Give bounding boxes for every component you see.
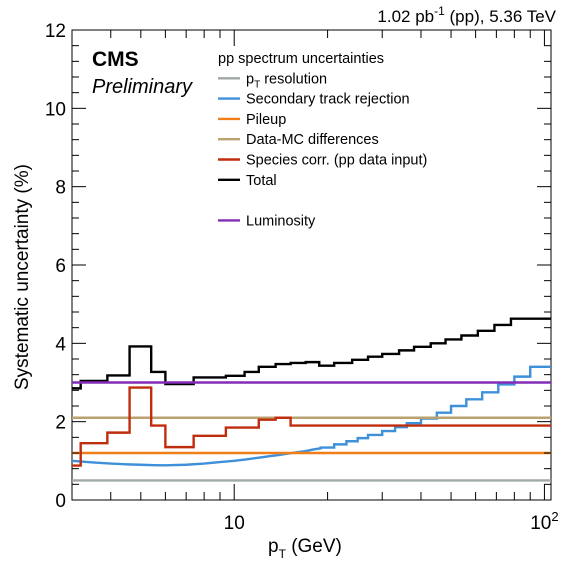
series-layer	[71, 317, 551, 482]
legend-label: Luminosity	[246, 213, 316, 229]
legend-label-rest: resolution	[260, 71, 327, 87]
x-axis-title-base: p	[268, 536, 279, 557]
legend-label: Data-MC differences	[246, 132, 379, 148]
y-tick-label: 10	[45, 99, 66, 120]
x-axis-title-rest: (GeV)	[286, 536, 342, 557]
series-line-species-corr-pp-data-input	[72, 386, 551, 467]
legend-label: Secondary track rejection	[246, 92, 410, 108]
legend-label-subscript: T	[254, 79, 260, 90]
x-tick-label-base: 10	[530, 513, 551, 534]
y-tick-label: 6	[55, 256, 66, 277]
lumi-value: 1.02 pb	[377, 7, 434, 26]
y-tick-label: 8	[55, 178, 66, 199]
y-tick-label: 12	[45, 21, 66, 42]
x-axis-title: pT (GeV)	[268, 536, 342, 561]
legend-label: pT resolution	[246, 71, 327, 90]
y-tick-label: 4	[55, 334, 66, 355]
x-tick-label: 102	[530, 509, 558, 534]
legend-label: Species corr. (pp data input)	[246, 153, 427, 169]
series-line-total	[72, 317, 551, 390]
luminosity-energy-label: 1.02 pb-1 (pp), 5.36 TeV	[377, 4, 556, 26]
x-tick-label: 10	[224, 513, 245, 534]
legend-label: Pileup	[246, 112, 286, 128]
x-axis-title-subscript: T	[279, 547, 287, 561]
y-tick-label: 2	[55, 413, 66, 434]
lumi-exponent: -1	[434, 4, 445, 18]
y-tick-label: 0	[55, 491, 66, 512]
legend-label: Total	[246, 173, 277, 189]
experiment-label: CMS	[92, 48, 139, 71]
x-tick-label-base: 10	[224, 513, 245, 534]
legend-label-base: p	[246, 71, 254, 87]
status-label: Preliminary	[92, 76, 193, 98]
x-tick-label-exponent: 2	[551, 509, 558, 524]
lumi-rest: (pp), 5.36 TeV	[445, 7, 557, 26]
series-line-secondary-track-rejection	[71, 365, 551, 467]
y-axis-title: Systematic uncertainty (%)	[12, 164, 33, 390]
legend-header: pp spectrum uncertainties	[218, 51, 384, 67]
legend: pp spectrum uncertainties pT resolution Se…	[218, 51, 427, 229]
